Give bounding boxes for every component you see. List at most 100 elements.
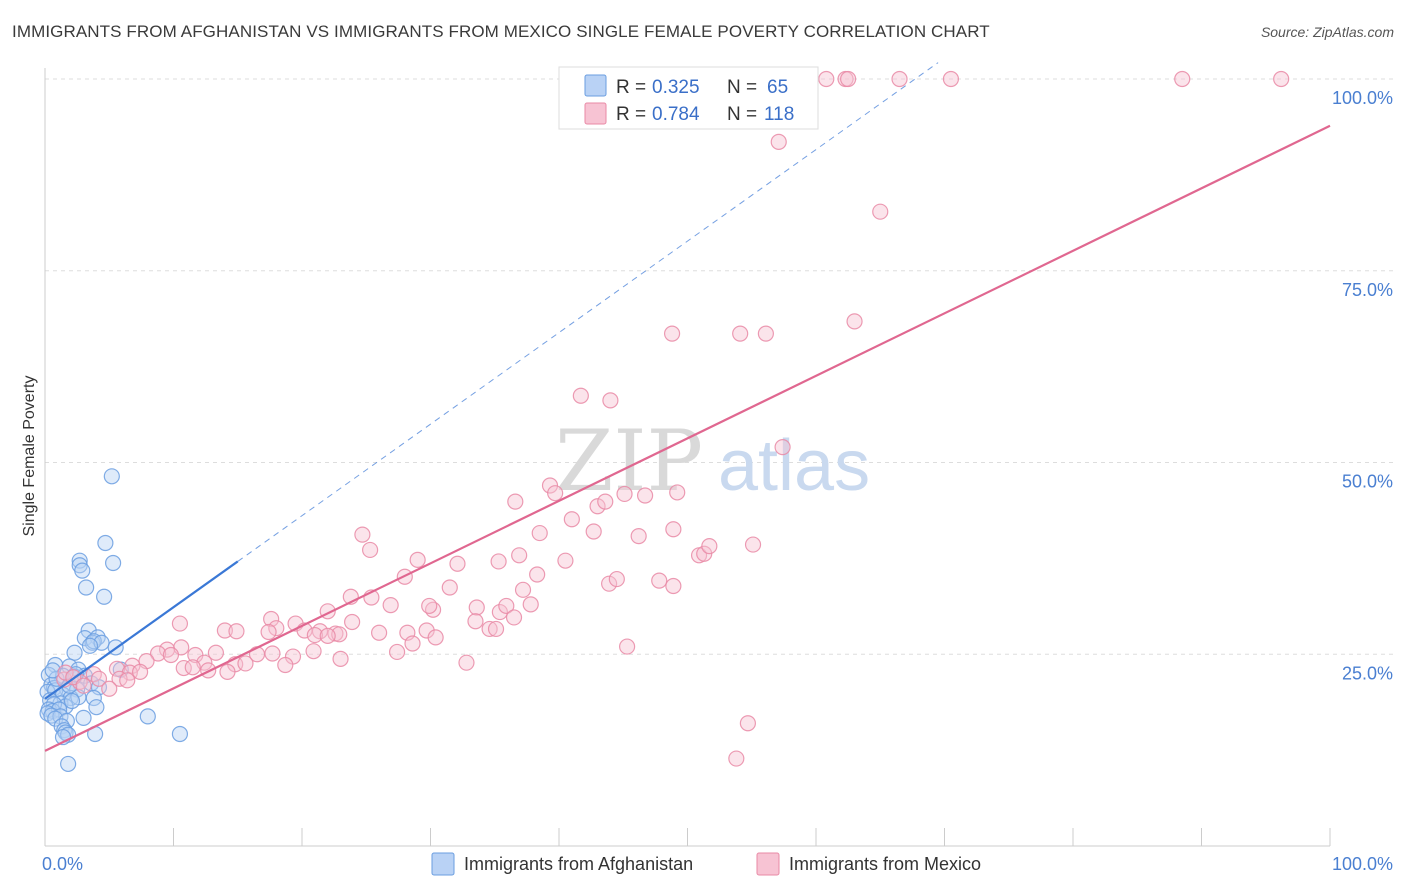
source-credit: Source: ZipAtlas.com [1260,24,1394,40]
watermark-atlas: atlas [718,426,870,506]
mexico-point [441,579,458,596]
mexico-point [602,392,619,409]
mexico-point [449,555,466,572]
tick-labels: 25.0% 50.0% 75.0% 100.0% 0.0% 100.0% [42,88,1393,874]
mexico-point [306,626,323,644]
afghanistan-point [81,637,99,654]
mexico-point [409,551,426,569]
mexico-point [228,623,245,640]
mexico-point [636,487,654,504]
mexico-point [481,620,498,638]
mexico-point [507,493,524,510]
mexico-point [732,325,749,342]
mexico-point [382,597,399,614]
afghanistan-point [78,579,95,596]
mexico-point [354,526,371,543]
mexico-points [56,70,1290,767]
afghanistan-point [139,708,156,725]
mexico-point [184,659,201,676]
afghanistan-point [71,552,88,569]
afghanistan-point [66,644,83,661]
mexico-point [531,524,548,542]
mexico-point [505,609,523,626]
mexico-point [572,387,589,404]
mexico-point [207,644,225,661]
legend-r-mexico: 0.784 [652,104,700,125]
mexico-point [665,577,682,595]
mexico-point [498,597,515,615]
mexico-point [601,575,618,592]
chart-title: IMMIGRANTS FROM AFGHANISTAN VS IMMIGRANT… [12,22,990,41]
mexico-point [701,538,718,555]
mexico-point [942,70,960,88]
stats-legend: R = 0.325 N = 65 R = 0.784 N = 118 [558,66,819,130]
gridlines [45,78,1395,655]
legend-n-label-afghanistan: N = [727,77,757,98]
mexico-point [846,313,863,330]
afghanistan-point [105,554,122,572]
mexico-point [840,70,857,88]
bottom-legend-afghanistan: Immigrants from Afghanistan [464,854,693,874]
mexico-point [757,325,774,342]
mexico-point [277,656,294,674]
mexico-point [319,627,336,644]
trend-lines [44,62,1331,752]
afghanistan-trend-line [44,560,239,700]
mexico-point [728,750,745,767]
mexico-point [665,521,682,538]
mexico-point [108,660,126,677]
mexico-point [268,620,285,637]
mexico-point [162,646,180,664]
mexico-point [404,635,421,652]
y-tick-label: 100.0% [1332,88,1393,108]
afghanistan-point [85,689,102,707]
legend-r-label-mexico: R = [616,104,646,125]
afghanistan-trend-extension [237,62,939,562]
legend-n-label-mexico: N = [727,104,757,125]
afghanistan-points [39,468,189,773]
mexico-point [608,570,625,588]
mexico-point [511,547,528,564]
legend-swatch-mexico [584,102,607,125]
mexico-point [237,655,254,672]
mexico-point [669,484,686,501]
mexico-point [219,663,236,680]
mexico-point [872,203,889,220]
mexico-point [332,650,349,667]
bottom-swatch-mexico [756,852,780,876]
afghanistan-point [74,562,91,579]
mexico-point [119,672,136,689]
mexico-point [260,623,277,641]
y-tick-label: 50.0% [1342,472,1393,492]
afghanistan-point [96,588,113,605]
mexico-point [427,629,444,646]
afghanistan-point [88,699,105,716]
legend-n-afghanistan: 65 [767,77,788,98]
mexico-point [744,536,762,553]
mexico-trend-line [44,124,1331,752]
afghanistan-point [60,755,77,773]
mexico-point [522,596,539,613]
y-tick-label: 75.0% [1342,280,1393,300]
mexico-point [547,485,564,502]
legend-r-label-afghanistan: R = [616,77,646,98]
mexico-point [891,70,908,88]
y-tick-label: 25.0% [1342,663,1393,683]
mexico-point [371,624,388,641]
mexico-point [1273,70,1290,88]
mexico-point [770,133,787,150]
mexico-point [305,643,322,660]
mexico-point [619,638,636,655]
mexico-point [458,654,475,671]
mexico-point [585,523,602,540]
watermark: ZIP atlas [555,412,870,510]
afghanistan-point [171,725,189,743]
legend-swatch-afghanistan [584,74,607,97]
mexico-point [362,541,379,559]
mexico-point [616,485,633,503]
mexico-point [344,613,361,631]
x-tick-label-min: 0.0% [42,854,83,874]
mexico-point [101,680,118,697]
bottom-legend-mexico: Immigrants from Mexico [789,854,981,874]
